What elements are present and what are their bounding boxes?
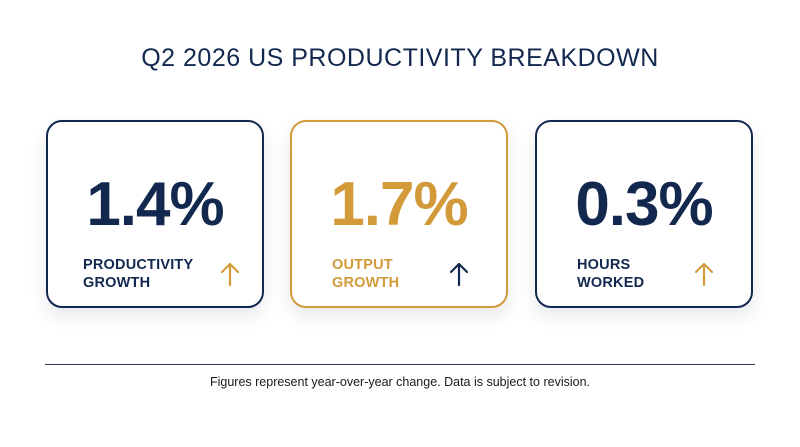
- output-growth-label: OUTPUT GROWTH: [332, 256, 399, 292]
- output-growth-card: 1.7% OUTPUT GROWTH: [290, 120, 508, 308]
- arrow-up-icon: [449, 262, 469, 287]
- productivity-growth-value: 1.4%: [86, 170, 224, 239]
- hours-worked-label: HOURS WORKED: [577, 256, 644, 292]
- hours-worked-card: 0.3% HOURS WORKED: [535, 120, 753, 308]
- output-growth-value: 1.7%: [330, 170, 468, 239]
- arrow-up-icon: [220, 262, 240, 287]
- productivity-growth-label-line2: GROWTH: [83, 275, 151, 291]
- footer-divider: [45, 364, 755, 365]
- output-growth-label-line1: OUTPUT: [332, 257, 393, 273]
- productivity-growth-card: 1.4% PRODUCTIVITY GROWTH: [46, 120, 264, 308]
- hours-worked-label-line2: WORKED: [577, 275, 645, 291]
- productivity-growth-label: PRODUCTIVITY GROWTH: [83, 256, 193, 292]
- hours-worked-label-line1: HOURS: [577, 257, 631, 273]
- hours-worked-value: 0.3%: [575, 170, 713, 239]
- arrow-up-icon: [694, 262, 714, 287]
- page-title: Q2 2026 US PRODUCTIVITY BREAKDOWN: [141, 44, 659, 72]
- output-growth-label-line2: GROWTH: [332, 275, 400, 291]
- productivity-growth-label-line1: PRODUCTIVITY: [83, 257, 194, 273]
- footnote: Figures represent year-over-year change.…: [209, 375, 591, 389]
